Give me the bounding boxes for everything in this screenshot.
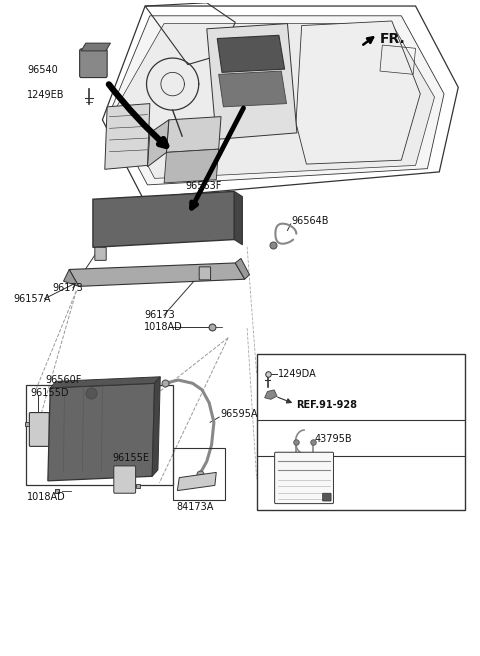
Text: FR.: FR. <box>380 32 406 46</box>
Polygon shape <box>234 192 242 245</box>
Polygon shape <box>296 21 420 164</box>
Polygon shape <box>50 377 160 388</box>
FancyBboxPatch shape <box>199 267 211 280</box>
Polygon shape <box>178 472 216 491</box>
Polygon shape <box>117 24 434 178</box>
Polygon shape <box>207 24 297 139</box>
Polygon shape <box>164 149 219 183</box>
Polygon shape <box>69 263 245 287</box>
Polygon shape <box>235 258 250 279</box>
Text: 1249DA: 1249DA <box>278 369 317 379</box>
Polygon shape <box>219 71 287 107</box>
FancyBboxPatch shape <box>95 247 106 260</box>
Text: 96173: 96173 <box>144 310 175 320</box>
Text: 96173: 96173 <box>53 283 84 293</box>
Text: 84173A: 84173A <box>176 502 213 512</box>
FancyBboxPatch shape <box>275 452 334 504</box>
Text: 1018AD: 1018AD <box>27 492 66 502</box>
Bar <box>257 354 466 510</box>
FancyBboxPatch shape <box>323 493 331 501</box>
Polygon shape <box>63 270 79 287</box>
Polygon shape <box>264 390 277 400</box>
FancyBboxPatch shape <box>114 466 136 493</box>
Bar <box>173 448 225 501</box>
Polygon shape <box>109 16 444 185</box>
Text: 96560F: 96560F <box>46 375 82 385</box>
FancyBboxPatch shape <box>29 413 49 446</box>
Text: 96540: 96540 <box>27 66 58 75</box>
Text: 43795B: 43795B <box>315 434 353 444</box>
Text: 96563F: 96563F <box>185 181 222 191</box>
Text: 96155D: 96155D <box>30 388 69 398</box>
Text: 96157A: 96157A <box>13 294 51 304</box>
Polygon shape <box>93 192 234 247</box>
Polygon shape <box>105 104 150 169</box>
Polygon shape <box>217 35 285 72</box>
Polygon shape <box>147 120 169 167</box>
Polygon shape <box>48 383 155 481</box>
Polygon shape <box>81 43 110 51</box>
Text: 96564B: 96564B <box>291 216 329 226</box>
Text: 1018AD: 1018AD <box>144 321 183 332</box>
Text: 96155E: 96155E <box>113 453 150 463</box>
Polygon shape <box>152 377 160 476</box>
Text: 96595A: 96595A <box>220 409 258 419</box>
Text: 1249EB: 1249EB <box>27 90 65 100</box>
Text: REF.91-928: REF.91-928 <box>296 400 357 410</box>
Polygon shape <box>167 117 221 152</box>
Bar <box>25 384 173 485</box>
FancyBboxPatch shape <box>80 49 107 77</box>
